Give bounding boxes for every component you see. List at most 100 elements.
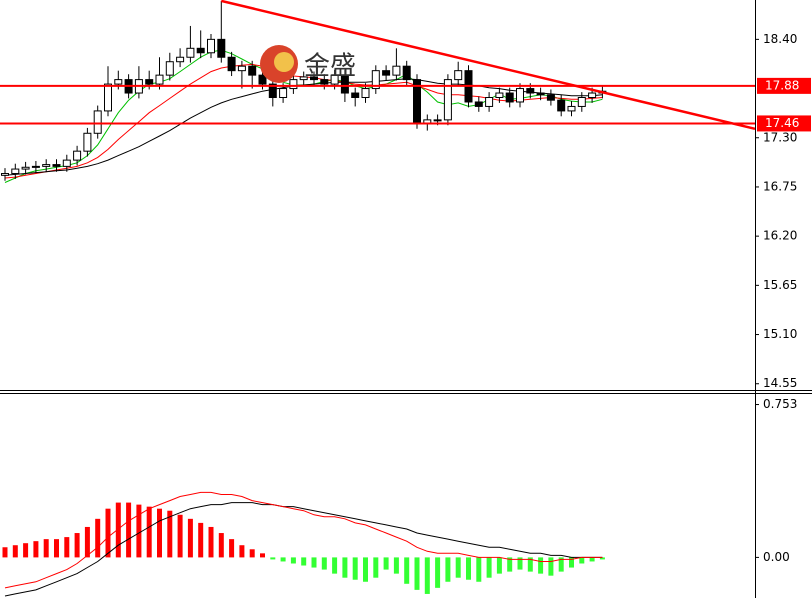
- candle-body: [577, 97, 586, 107]
- histogram-bar: [208, 526, 214, 558]
- y-tick-label: 16.20: [763, 229, 797, 243]
- histogram-bar: [64, 537, 70, 558]
- histogram-bar: [105, 508, 111, 558]
- candle-body: [258, 74, 267, 85]
- watermark-text: 金盛: [304, 52, 356, 82]
- candle-body: [11, 168, 20, 175]
- histogram-bar: [23, 543, 29, 558]
- candle-body: [217, 38, 226, 58]
- histogram-bar: [84, 526, 90, 558]
- candle-body: [536, 92, 545, 96]
- candle-body: [62, 159, 71, 167]
- candle-body: [330, 74, 339, 85]
- level-label-box: [757, 77, 811, 94]
- macd-line: [4, 502, 603, 597]
- candle-body: [588, 92, 597, 98]
- candle-body: [320, 79, 329, 85]
- y-tick-label: 0.753: [763, 397, 797, 411]
- candle-body: [42, 164, 51, 167]
- histogram-bar: [33, 541, 39, 558]
- histogram-bar: [393, 557, 399, 574]
- histogram-bar: [404, 557, 410, 584]
- candle-body: [207, 38, 215, 54]
- level-label-box: [757, 115, 811, 132]
- candle-body: [546, 94, 555, 101]
- candle-body: [21, 166, 30, 170]
- candle-body: [93, 110, 102, 134]
- histogram-bar: [435, 557, 441, 588]
- histogram-bar: [177, 514, 183, 558]
- candle-body: [31, 165, 40, 168]
- candle-body: [392, 65, 401, 76]
- candle-body: [382, 70, 391, 76]
- histogram-bar: [527, 557, 533, 572]
- histogram-bar: [260, 553, 265, 558]
- candle-body: [114, 79, 123, 85]
- candle-body: [433, 119, 442, 122]
- candle-body: [557, 99, 566, 112]
- histogram-bar: [311, 557, 317, 568]
- candle-body: [351, 92, 360, 98]
- candle-body: [516, 88, 524, 103]
- candle-body: [371, 70, 380, 90]
- y-tick-label: 16.75: [763, 179, 797, 193]
- candle-body: [237, 65, 246, 72]
- histogram-bar: [321, 557, 327, 570]
- histogram-bar: [229, 539, 235, 558]
- histogram-bar: [445, 557, 451, 582]
- y-tick-label: 15.65: [763, 278, 797, 292]
- histogram-bar: [373, 557, 379, 578]
- candle-body: [227, 56, 236, 72]
- histogram-bar: [476, 557, 482, 582]
- histogram-bar: [538, 557, 544, 574]
- histogram-bar: [363, 557, 368, 582]
- histogram-bar: [270, 557, 276, 560]
- histogram-bar: [517, 557, 523, 570]
- histogram-bar: [579, 557, 585, 564]
- candle-body: [402, 65, 411, 81]
- histogram-bar: [466, 557, 471, 580]
- y-tick-label: 17.30: [763, 130, 797, 144]
- histogram-bar: [301, 557, 307, 566]
- candle-body: [526, 88, 535, 94]
- histogram-bar: [54, 539, 59, 558]
- histogram-bar: [157, 508, 162, 558]
- candle-body: [299, 76, 308, 81]
- trendline: [221, 0, 756, 131]
- candle-body: [165, 61, 174, 76]
- histogram-bar: [95, 518, 101, 558]
- histogram-bar: [290, 557, 296, 564]
- candle-body: [567, 105, 576, 112]
- level-label: 17.88: [765, 78, 799, 92]
- histogram-bar: [342, 557, 348, 578]
- histogram-bar: [74, 533, 80, 558]
- candle-body: [268, 83, 277, 98]
- histogram-bar: [486, 557, 492, 578]
- histogram-bar: [507, 557, 513, 572]
- candle-body: [505, 92, 514, 103]
- candle-body: [310, 76, 318, 81]
- histogram-bar: [569, 557, 574, 568]
- candle-body: [361, 88, 370, 98]
- y-tick-label: 0.00: [763, 550, 790, 564]
- histogram-bar: [2, 547, 8, 558]
- candle-body: [145, 79, 154, 85]
- histogram-bar: [383, 557, 389, 570]
- histogram-bar: [280, 557, 286, 562]
- histogram-bar: [115, 502, 121, 558]
- candle-body: [289, 79, 298, 90]
- candle-body: [279, 88, 288, 98]
- histogram-bar: [12, 545, 18, 558]
- watermark: 金盛: [260, 45, 356, 83]
- candle-body: [485, 97, 494, 107]
- histogram-bar: [558, 557, 564, 572]
- histogram-bar: [496, 557, 502, 574]
- candle-body: [155, 74, 164, 85]
- histogram-bar: [414, 557, 420, 590]
- histogram-bar: [455, 557, 461, 578]
- macd-line: [4, 491, 603, 589]
- histogram-bar: [187, 518, 193, 558]
- y-tick-label: 18.40: [763, 32, 797, 46]
- histogram-bar: [43, 539, 49, 558]
